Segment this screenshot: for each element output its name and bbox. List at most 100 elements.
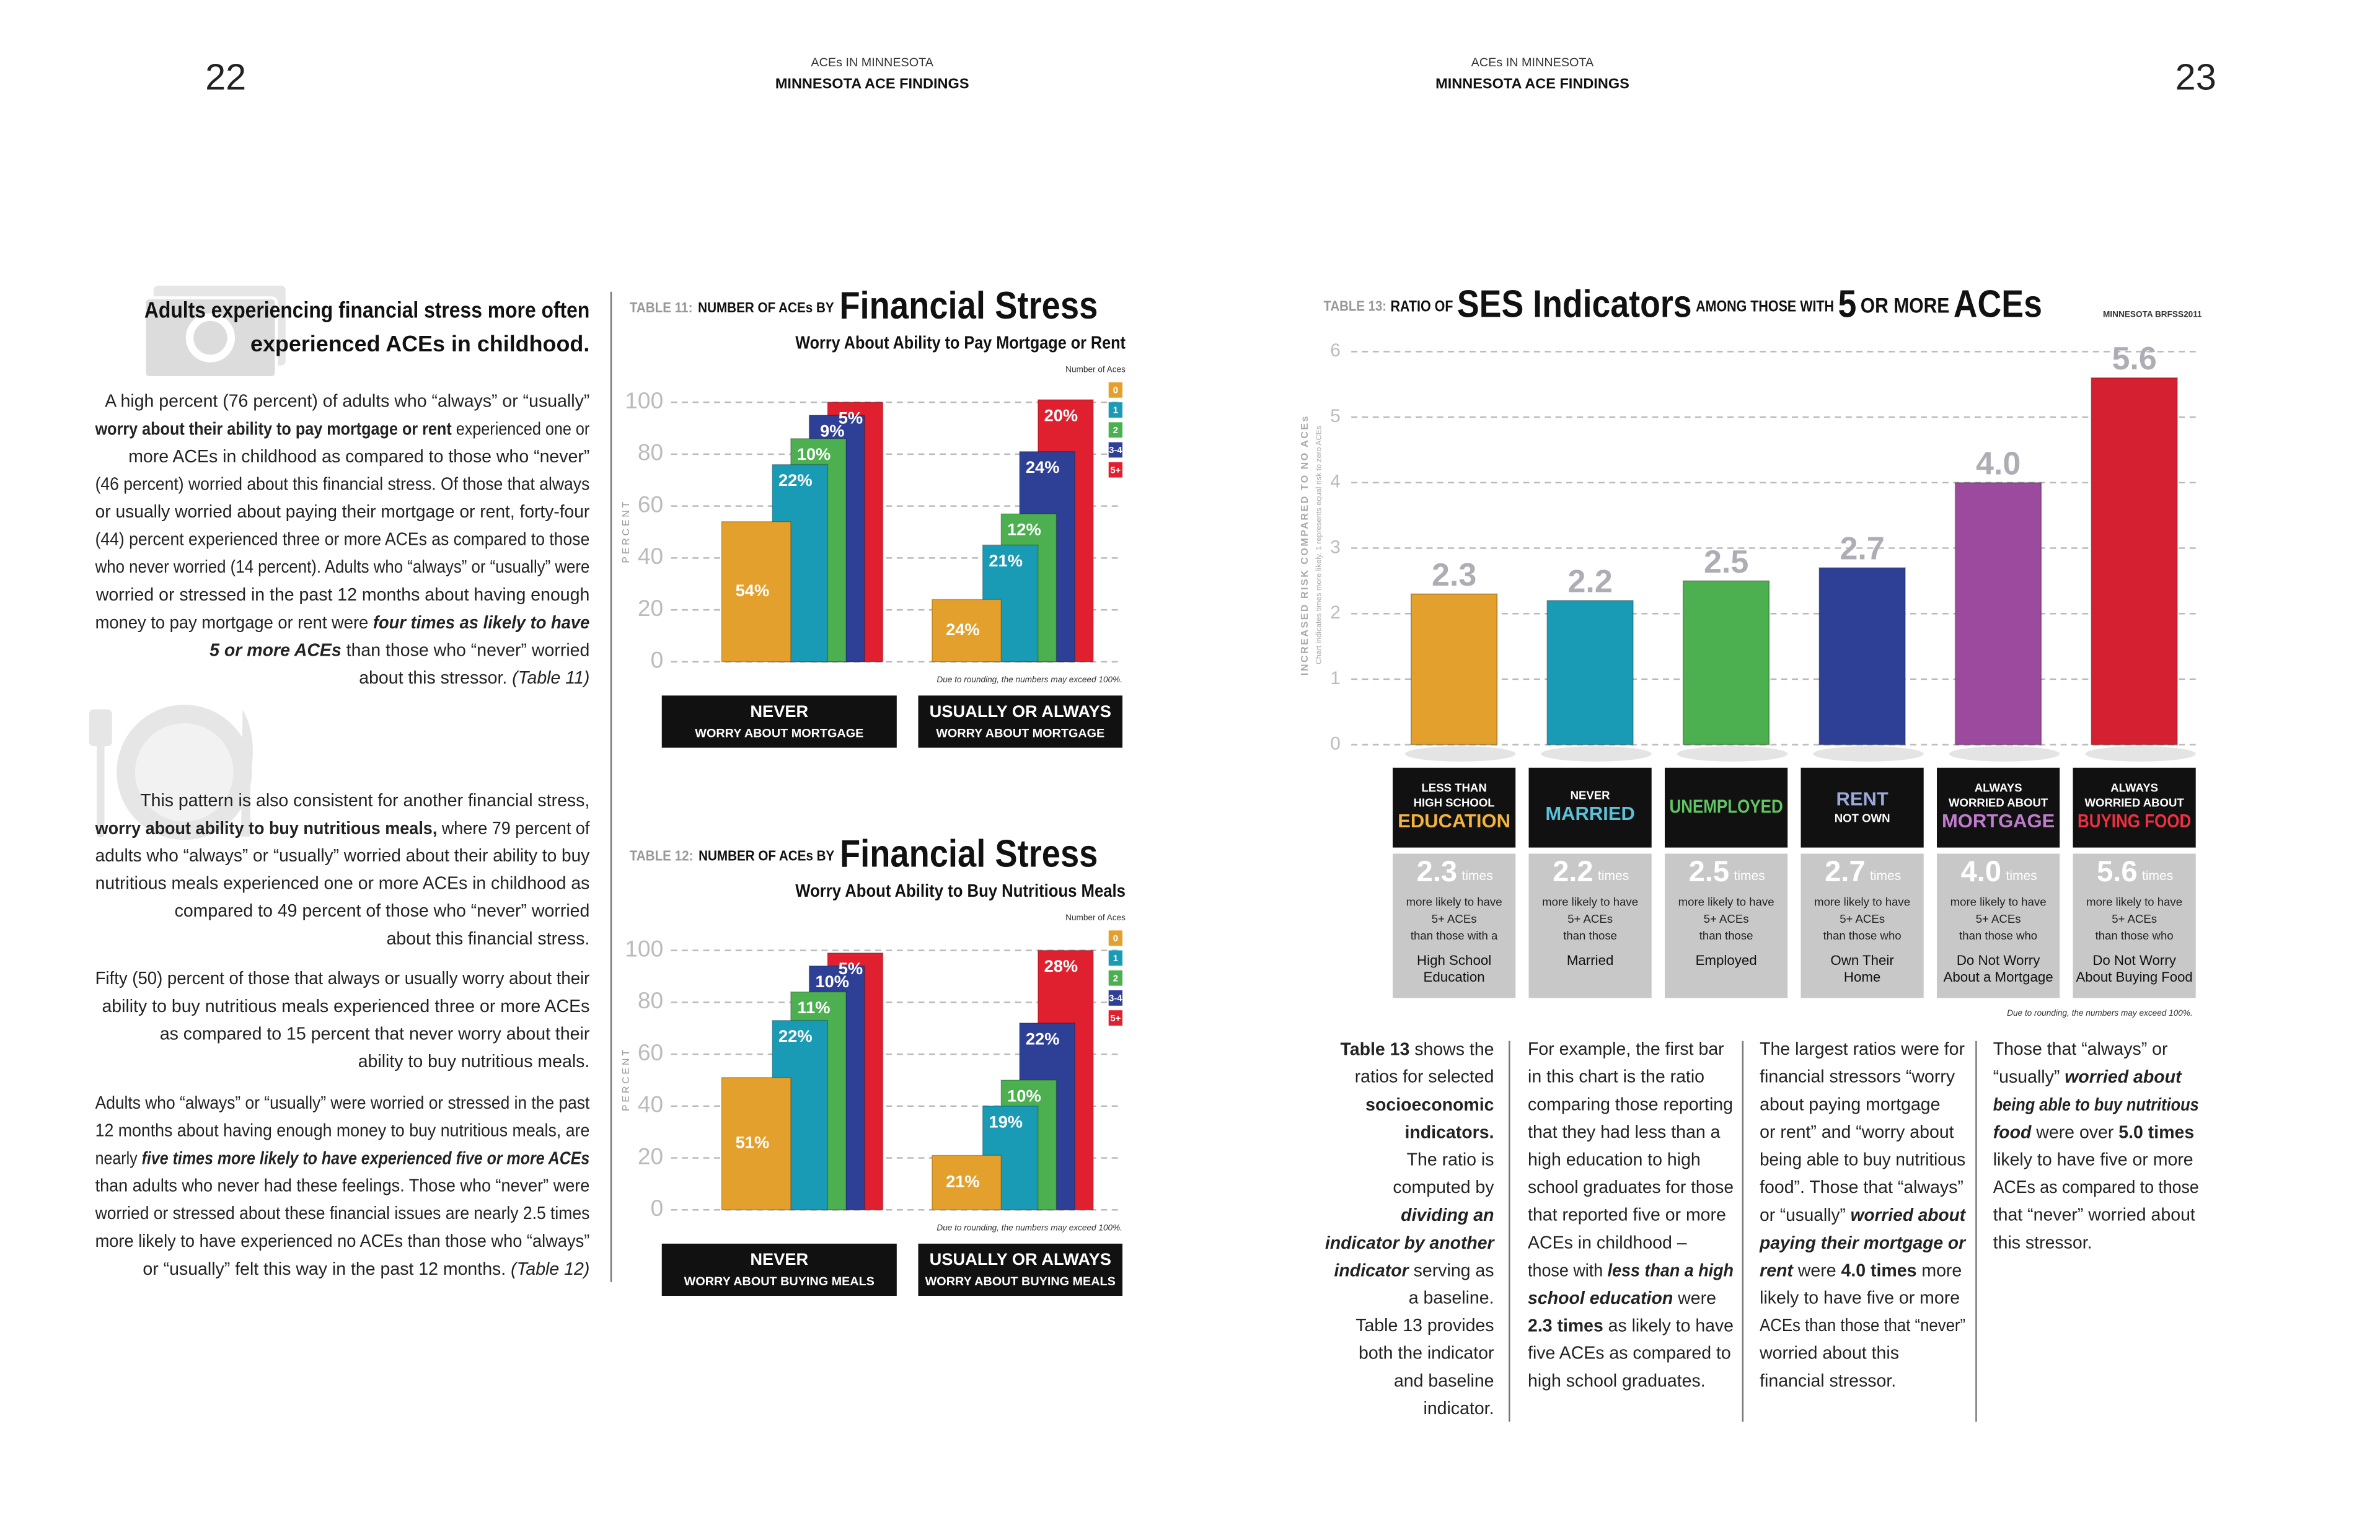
body-text: paying their mortgage or — [1759, 1233, 1967, 1252]
category-box — [1937, 767, 2060, 848]
y-tick-label: 1 — [1330, 668, 1341, 689]
body-text: being able to buy nutritious — [1993, 1094, 2199, 1114]
plate-icon — [89, 705, 253, 840]
y-axis-label: PERCENT — [620, 1047, 632, 1111]
legend-title: Number of Aces — [1065, 913, 1126, 922]
bar — [2091, 377, 2178, 746]
subtitle: Worry About Ability to Buy Nutritious Me… — [795, 881, 1126, 901]
detail-box — [1800, 853, 1924, 998]
data-label: 10% — [815, 972, 849, 991]
text-run: less than a high — [1608, 1261, 1734, 1280]
legend-label: 2 — [1113, 426, 1118, 436]
data-label: 5% — [839, 959, 863, 978]
detail-times: times — [1870, 869, 1901, 883]
chart-title: TABLE 13:RATIO OFSES IndicatorsAMONG THO… — [1324, 283, 2042, 326]
body-text: that reported five or more — [1528, 1205, 1726, 1225]
detail-baseline: About a Mortgage — [1944, 969, 2053, 985]
category-label: USUALLY OR ALWAYS — [930, 702, 1111, 721]
table-label: TABLE 11: — [630, 299, 693, 315]
category-box — [918, 1243, 1122, 1296]
legend-swatch — [1108, 402, 1122, 418]
category-sublabel: NEVER — [1571, 789, 1611, 802]
text-run: more — [1916, 1261, 1962, 1280]
running-head: ACEs IN MINNESOTA — [811, 56, 933, 69]
detail-text: 5+ ACEs — [1704, 912, 1749, 925]
y-tick-label: 40 — [638, 543, 663, 569]
text-run: four times as likely to have — [373, 612, 590, 632]
body-text: (46 percent) worried about this financia… — [95, 474, 590, 494]
detail-times: times — [2142, 869, 2173, 883]
body-text: rent were 4.0 times more — [1760, 1261, 1962, 1280]
detail-times: times — [1462, 869, 1493, 883]
source: MINNESOTA BRFSS2011 — [2103, 310, 2202, 319]
body-text: computed by — [1393, 1177, 1494, 1197]
category-sublabel: LESS THAN — [1421, 781, 1486, 794]
text-run: 2.3 times — [1528, 1316, 1603, 1335]
running-head: ACEs IN MINNESOTA — [1471, 56, 1594, 69]
body-text: Table 13 provides — [1355, 1316, 1494, 1335]
body-text: about paying mortgage — [1760, 1094, 1940, 1114]
data-label: 20% — [1044, 405, 1078, 425]
data-label: 5% — [839, 408, 863, 428]
note: Due to rounding, the numbers may exceed … — [937, 675, 1122, 684]
detail-text: than those — [1699, 929, 1753, 942]
detail-text: than those who — [1823, 929, 1902, 942]
body-text: The largest ratios were for — [1760, 1039, 1965, 1059]
category-label: BUYING FOOD — [2078, 810, 2191, 832]
data-label: 12% — [1007, 520, 1041, 539]
detail-text: more likely to have — [1542, 895, 1638, 909]
legend-label: 3-4 — [1109, 994, 1122, 1004]
data-label: 19% — [989, 1112, 1023, 1131]
data-label: 24% — [946, 620, 980, 639]
text-run: Table 13 — [1340, 1039, 1409, 1059]
legend-swatch — [1108, 382, 1122, 398]
data-label: 22% — [778, 1026, 813, 1045]
heading: experienced ACEs in childhood. — [250, 331, 589, 356]
heading: Adults experiencing financial stress mor… — [144, 297, 589, 322]
detail-baseline: Do Not Worry — [1957, 953, 2040, 968]
body-text: Table 13 shows the — [1340, 1039, 1494, 1059]
body-text: about this stressor. (Table 11) — [359, 668, 589, 688]
body-text: that they had less than a — [1528, 1122, 1721, 1142]
category-label: MARRIED — [1545, 803, 1634, 824]
text-run: money to pay mortgage or rent were — [95, 612, 373, 632]
text-run: indicator by another — [1325, 1233, 1495, 1252]
y-axis-sublabel: Chart indicates times more likely. 1 rep… — [1314, 426, 1323, 664]
title-lead: NUMBER OF ACEs BY — [698, 299, 834, 315]
body-text: that “never” worried about — [1993, 1205, 2195, 1225]
title-lead: NUMBER OF ACEs BY — [699, 848, 834, 864]
category-sublabel: WORRIED ABOUT — [1949, 796, 2048, 809]
text-run: experienced one or — [452, 419, 590, 439]
y-tick-label: 80 — [638, 987, 663, 1013]
detail-value: 2.3 — [1417, 855, 1457, 887]
category-box — [1800, 767, 1924, 848]
text-run: nearly — [95, 1148, 142, 1168]
page-number: 22 — [205, 56, 246, 98]
body-text: food were over 5.0 times — [1993, 1122, 2195, 1142]
y-tick-label: 5 — [1330, 406, 1341, 426]
body-text: or rent” and “worry about — [1760, 1122, 1954, 1142]
body-text: A high percent (76 percent) of adults wh… — [105, 392, 589, 411]
body-text: or usually worried about paying their mo… — [95, 502, 590, 522]
text-run: 4.0 times — [1841, 1261, 1917, 1280]
text-run: serving as — [1409, 1261, 1494, 1280]
bar-shadow — [1677, 746, 1788, 762]
detail-text: more likely to have — [1950, 895, 2047, 909]
title-part: SES Indicators — [1457, 283, 1692, 326]
y-tick-label: 40 — [638, 1091, 663, 1117]
plate-center — [135, 723, 234, 822]
body-text: worried about this — [1759, 1344, 1899, 1363]
title-part: ACEs — [1954, 283, 2042, 326]
detail-text: more likely to have — [1814, 895, 1910, 909]
data-label: 22% — [1026, 1029, 1060, 1048]
bar — [932, 1155, 1002, 1211]
body-text: 2.3 times as likely to have — [1528, 1316, 1734, 1335]
data-label: 28% — [1044, 956, 1078, 975]
data-label: 51% — [736, 1133, 770, 1152]
body-text: school education were — [1528, 1288, 1716, 1308]
legend-swatch — [1108, 422, 1122, 438]
detail-box — [1665, 853, 1788, 998]
bar — [932, 599, 1002, 662]
text-run: “usually” — [1993, 1067, 2065, 1087]
text-run: socioeconomic — [1365, 1094, 1494, 1114]
